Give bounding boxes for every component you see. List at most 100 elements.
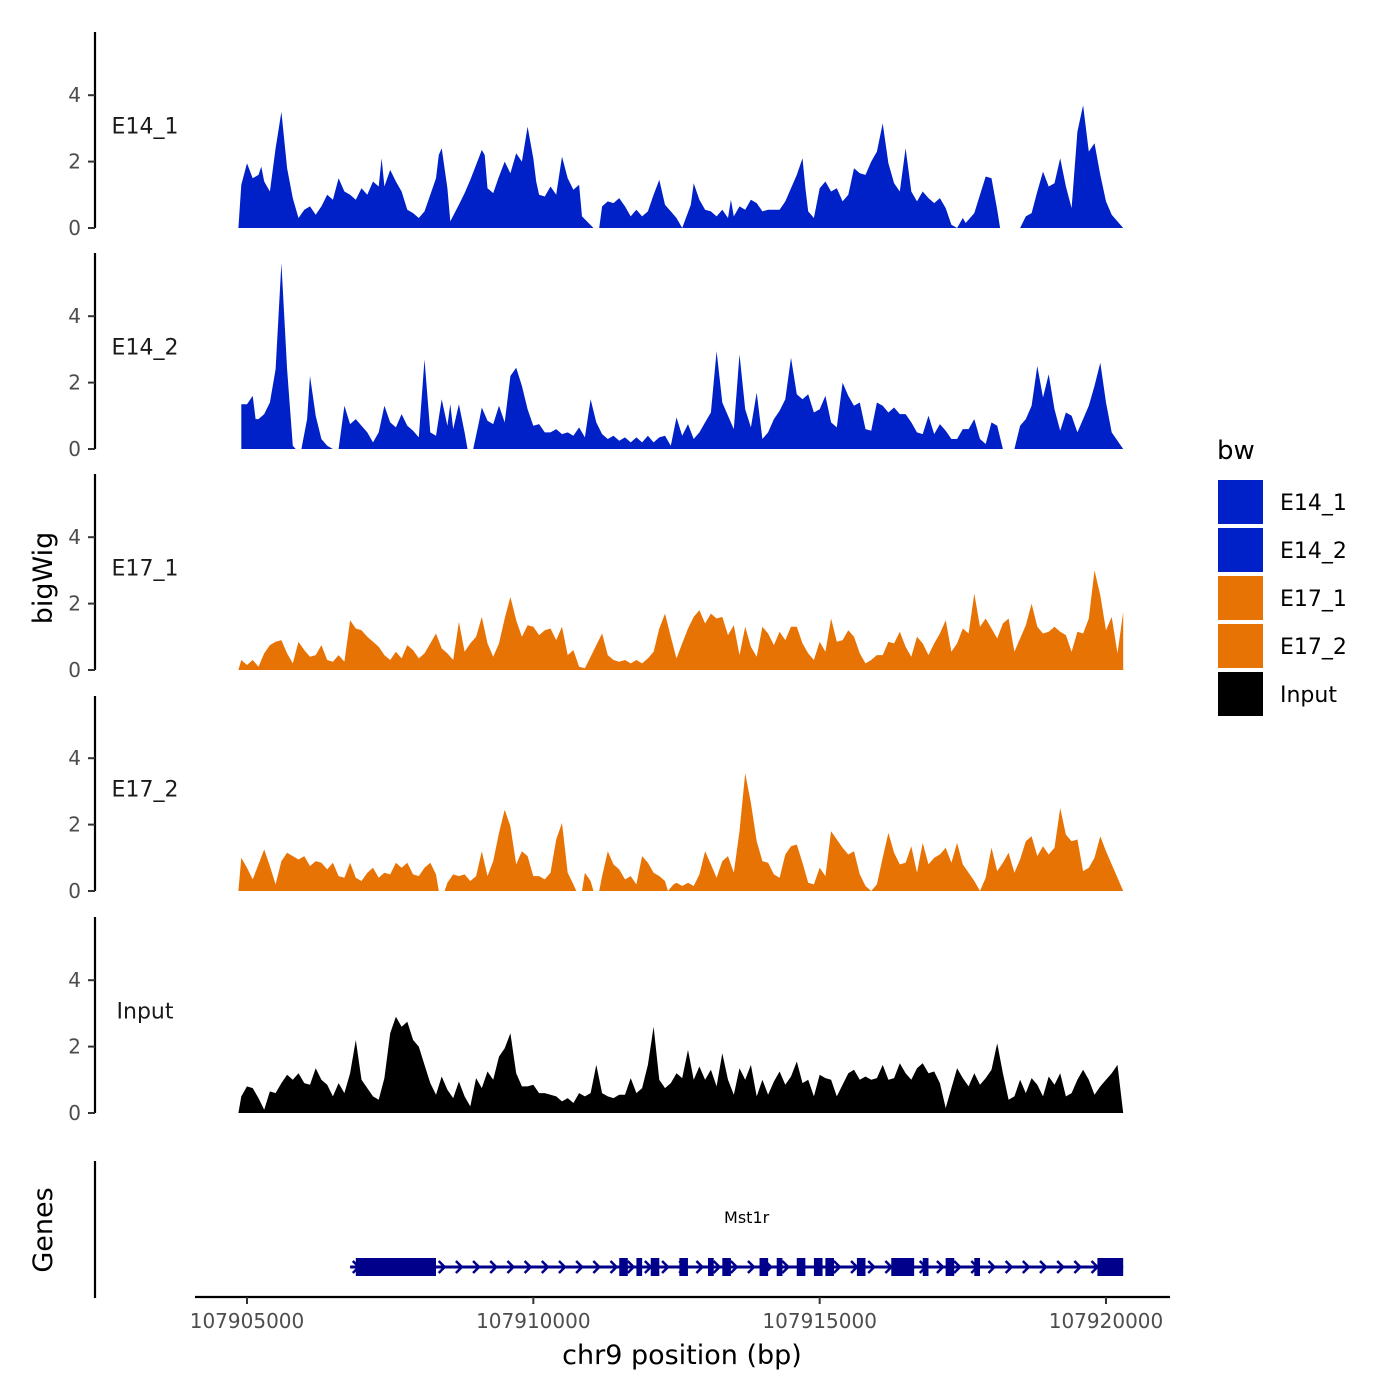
coverage-area-E17_1 [238, 570, 1124, 670]
gene-exon [796, 1258, 806, 1276]
y-tick-label: 0 [68, 658, 81, 682]
strand-chevron [747, 1260, 756, 1274]
gene-exon [891, 1258, 915, 1276]
strand-chevron [472, 1260, 481, 1274]
track-E14_2: 0 2 4 E14_2 [68, 253, 1124, 461]
genes-panel: Mst1r [93, 1161, 1124, 1298]
strand-chevron [661, 1260, 670, 1274]
legend-label: Input [1280, 683, 1337, 708]
coverage-area-E14_1 [238, 105, 1124, 228]
gene-label: Mst1r [724, 1208, 770, 1227]
strand-chevron [936, 1260, 945, 1274]
x-tick-label: 107905000 [190, 1309, 305, 1333]
y-tick-label: 2 [68, 150, 81, 174]
legend-label: E17_1 [1280, 587, 1347, 612]
strand-chevron [437, 1260, 447, 1274]
strand-chevron [592, 1260, 602, 1274]
gene-exon [856, 1258, 866, 1276]
strand-chevron [729, 1260, 739, 1274]
x-tick-label: 107920000 [1049, 1309, 1164, 1333]
strand-chevron [867, 1260, 876, 1274]
genes-panel-title: Genes [28, 1187, 59, 1272]
gene-exon [974, 1258, 981, 1276]
gene-exon [636, 1258, 643, 1276]
gene-exon [945, 1258, 955, 1276]
track-label: E14_1 [112, 114, 179, 139]
legend-title: bw [1217, 436, 1255, 466]
y-tick-label: 2 [68, 592, 81, 616]
y-tick-label: 0 [68, 1101, 81, 1125]
coverage-tracks: 0 2 4 E14_1 0 2 4 E14_2 0 2 4 E17_1 0 2 4 E17_2 0 2 4 Input [68, 32, 1124, 1125]
x-tick-label: 107910000 [476, 1309, 591, 1333]
legend-label: E17_2 [1280, 635, 1347, 660]
strand-chevron [1021, 1260, 1031, 1274]
gene-exon [825, 1258, 834, 1276]
track-label: Input [117, 999, 174, 1024]
strand-chevron [455, 1260, 464, 1274]
gene-exon [1097, 1258, 1124, 1276]
track-label: E17_2 [112, 777, 179, 802]
legend-swatch-Input [1218, 672, 1263, 716]
y-tick-label: 4 [68, 968, 81, 992]
track-E17_1: 0 2 4 E17_1 [68, 474, 1124, 682]
gene-exon [776, 1258, 783, 1276]
gene-exon [650, 1258, 660, 1276]
track-label: E14_2 [112, 335, 179, 360]
gene-exon [759, 1258, 769, 1276]
x-tick-label: 107915000 [762, 1309, 877, 1333]
gene-exon [922, 1258, 929, 1276]
strand-chevron [558, 1260, 567, 1274]
strand-chevron [987, 1260, 997, 1274]
strand-chevron [540, 1260, 550, 1274]
strand-chevron [695, 1260, 705, 1274]
y-tick-label: 4 [68, 525, 81, 549]
gene-exon [679, 1258, 688, 1276]
strand-chevron [712, 1260, 722, 1274]
coverage-area-Input [238, 1016, 1124, 1113]
legend: bw E14_1 E14_2 E17_1 E17_2 Input [1217, 436, 1347, 716]
strand-chevron [1039, 1260, 1048, 1274]
legend-swatch-E17_1 [1218, 576, 1263, 620]
y-tick-label: 2 [68, 813, 81, 837]
y-axis-title: bigWig [28, 532, 59, 625]
coverage-area-E17_2 [238, 773, 1124, 891]
track-Input: 0 2 4 Input [68, 917, 1124, 1125]
y-tick-label: 0 [68, 437, 81, 461]
gene-exon [619, 1258, 628, 1276]
strand-chevron [1004, 1260, 1014, 1274]
y-tick-label: 2 [68, 371, 81, 395]
legend-swatch-E17_2 [1218, 624, 1263, 668]
coverage-area-E14_2 [241, 263, 1124, 449]
legend-swatch-E14_2 [1218, 528, 1263, 572]
strand-chevron [953, 1260, 962, 1274]
track-E17_2: 0 2 4 E17_2 [68, 696, 1124, 903]
gene-exon [355, 1258, 436, 1276]
gene-exon [813, 1258, 823, 1276]
y-tick-label: 4 [68, 746, 81, 770]
y-tick-label: 2 [68, 1035, 81, 1059]
gene-exon [722, 1258, 731, 1276]
track-label: E17_1 [112, 556, 179, 581]
strand-chevron [609, 1260, 619, 1274]
strand-chevron [781, 1260, 791, 1274]
track-E14_1: 0 2 4 E14_1 [68, 32, 1124, 240]
legend-label: E14_1 [1280, 491, 1347, 516]
y-tick-label: 0 [68, 879, 81, 903]
y-tick-label: 4 [68, 304, 81, 328]
strand-chevron [523, 1260, 533, 1274]
x-axis-title: chr9 position (bp) [562, 1340, 802, 1371]
strand-chevron [1073, 1260, 1083, 1274]
y-tick-label: 4 [68, 83, 81, 107]
legend-label: E14_2 [1280, 539, 1347, 564]
legend-swatch-E14_1 [1218, 480, 1263, 524]
strand-chevron [832, 1260, 842, 1274]
strand-chevron [506, 1260, 516, 1274]
x-axis: 107905000 107910000 107915000 107920000 [190, 1295, 1170, 1333]
gene-exon [707, 1258, 714, 1276]
strand-chevron [1056, 1260, 1065, 1274]
strand-chevron [626, 1260, 636, 1274]
y-tick-label: 0 [68, 216, 81, 240]
strand-chevron [489, 1260, 499, 1274]
strand-chevron [575, 1260, 584, 1274]
